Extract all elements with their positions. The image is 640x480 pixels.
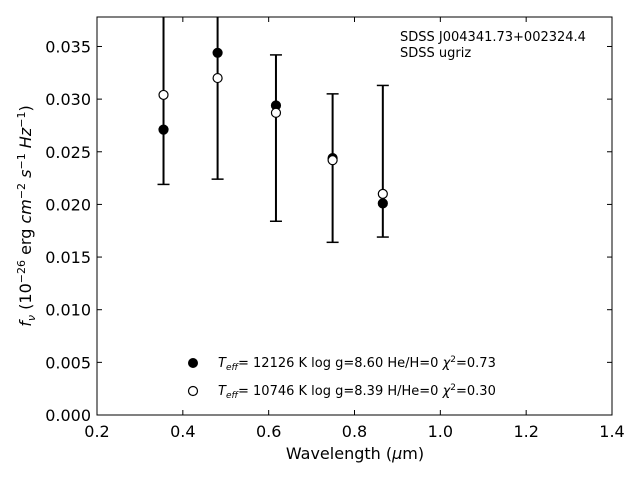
y-tick-label: 0.025 [45,143,91,162]
legend-marker-filled [188,358,198,368]
x-tick-label: 0.8 [342,422,367,441]
y-axis-label: fν (10−26 erg cm−2 s−1 Hz−1) [15,105,38,326]
error-bars [157,17,389,244]
y-tick-label: 0.030 [45,90,91,109]
data-point-open [212,72,223,84]
data-point-filled [212,47,223,58]
y-tick-label: 0.010 [45,301,91,320]
data-point-open [377,188,388,199]
y-tick-label: 0.035 [45,37,91,56]
legend-label-2: Teff= 10746 K log g=8.39 H/He=0 χ2=0.30 [218,383,496,401]
y-tick-label: 0.000 [45,406,91,425]
x-tick-label: 0.6 [256,422,281,441]
x-tick-label: 1.0 [428,422,453,441]
data-point-open [158,89,169,101]
data-point-filled [377,198,388,209]
x-tick-label: 1.4 [599,422,624,441]
x-tick-label: 0.4 [170,422,195,441]
y-tick-label: 0.020 [45,195,91,214]
x-tick-label: 0.2 [84,422,109,441]
axis-ticks: 0.2 0.4 0.6 0.8 1.0 1.2 1.4 0.000 0.005 0.010 0.01… [45,17,625,441]
data-markers [158,47,388,209]
data-point-open [270,107,282,118]
data-point-filled [158,124,169,135]
legend-marker-open [187,385,199,397]
x-axis-label: Wavelength (μm) [286,444,424,463]
x-tick-label: 1.2 [513,422,538,441]
data-point-open [327,155,338,166]
annotation-filters: SDSS ugriz [400,46,471,61]
y-tick-label: 0.015 [45,248,91,267]
plot-area [96,16,613,416]
y-tick-label: 0.005 [45,353,91,372]
legend-label-1: Teff= 12126 K log g=8.60 He/H=0 χ2=0.73 [218,355,496,373]
legend: Teff= 12126 K log g=8.60 He/H=0 χ2=0.73 … [187,355,496,401]
annotation-target: SDSS J004341.73+002324.4 [400,30,586,45]
